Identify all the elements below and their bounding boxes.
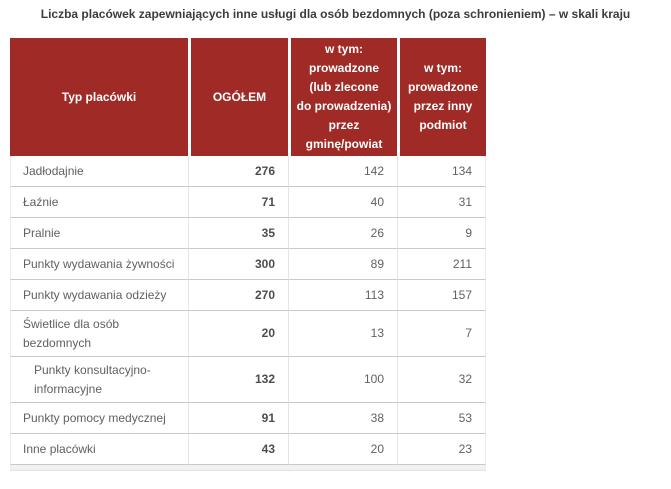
table-header: Typ placówki OGÓŁEM w tym: prowadzone (l… <box>10 38 486 156</box>
cell-total: 35 <box>188 218 288 249</box>
cell-by-other: 31 <box>397 187 486 218</box>
row-label: Jadłodajnie <box>10 156 188 187</box>
cell-total: 91 <box>188 403 288 434</box>
cell-total: 43 <box>188 434 288 465</box>
cell-by-gmina: 100 <box>288 357 397 403</box>
cell-total: 270 <box>188 280 288 311</box>
cell-by-other: 23 <box>397 434 486 465</box>
table-row: Świetlice dla osób bezdomnych 20 13 7 <box>10 311 486 357</box>
table-body: Jadłodajnie 276 142 134 Łaźnie 71 40 31 Pralnie 3… <box>10 156 486 465</box>
row-label: Punkty pomocy medycznej <box>10 403 188 434</box>
cell-by-gmina: 142 <box>288 156 397 187</box>
facilities-table: Typ placówki OGÓŁEM w tym: prowadzone (l… <box>10 38 486 471</box>
cell-by-other: 9 <box>397 218 486 249</box>
table-row: Pralnie 35 26 9 <box>10 218 486 249</box>
table-row: Inne placówki 43 20 23 <box>10 434 486 465</box>
cell-total: 20 <box>188 311 288 357</box>
row-label: Punkty wydawania odzieży <box>10 280 188 311</box>
column-header-run-by-other: w tym: prowadzone przez inny podmiot <box>397 38 486 156</box>
row-label: Punkty konsultacyjno-informacyjne <box>10 357 188 403</box>
cell-by-gmina: 38 <box>288 403 397 434</box>
cell-by-gmina: 113 <box>288 280 397 311</box>
cell-by-other: 32 <box>397 357 486 403</box>
column-header-facility-type: Typ placówki <box>10 38 188 156</box>
cell-by-gmina: 89 <box>288 249 397 280</box>
row-label: Pralnie <box>10 218 188 249</box>
row-label: Świetlice dla osób bezdomnych <box>10 311 188 357</box>
cell-by-other: 53 <box>397 403 486 434</box>
table-row: Punkty konsultacyjno-informacyjne 132 100 3… <box>10 357 486 403</box>
table-row: Punkty wydawania odzieży 270 113 157 <box>10 280 486 311</box>
table-row: Punkty pomocy medycznej 91 38 53 <box>10 403 486 434</box>
column-header-run-by-gmina: w tym: prowadzone (lub zlecone do prowad… <box>288 38 397 156</box>
cell-by-gmina: 13 <box>288 311 397 357</box>
row-label: Łaźnie <box>10 187 188 218</box>
cell-by-other: 134 <box>397 156 486 187</box>
cell-by-other: 157 <box>397 280 486 311</box>
row-label: Punkty wydawania żywności <box>10 249 188 280</box>
row-label: Inne placówki <box>10 434 188 465</box>
cell-total: 276 <box>188 156 288 187</box>
cell-total: 71 <box>188 187 288 218</box>
facilities-table-wrapper: Typ placówki OGÓŁEM w tym: prowadzone (l… <box>10 38 486 471</box>
cell-by-gmina: 40 <box>288 187 397 218</box>
page-title: Liczba placówek zapewniających inne usłu… <box>40 7 631 21</box>
table-row: Jadłodajnie 276 142 134 <box>10 156 486 187</box>
cell-by-other: 7 <box>397 311 486 357</box>
cell-total: 132 <box>188 357 288 403</box>
cell-by-other: 211 <box>397 249 486 280</box>
table-row: Punkty wydawania żywności 300 89 211 <box>10 249 486 280</box>
footer-strip-row <box>10 465 486 471</box>
table-footer <box>10 465 486 471</box>
header-row: Typ placówki OGÓŁEM w tym: prowadzone (l… <box>10 38 486 156</box>
table-row: Łaźnie 71 40 31 <box>10 187 486 218</box>
cell-total: 300 <box>188 249 288 280</box>
cell-by-gmina: 20 <box>288 434 397 465</box>
footer-strip <box>10 465 486 471</box>
column-header-total: OGÓŁEM <box>188 38 288 156</box>
cell-by-gmina: 26 <box>288 218 397 249</box>
